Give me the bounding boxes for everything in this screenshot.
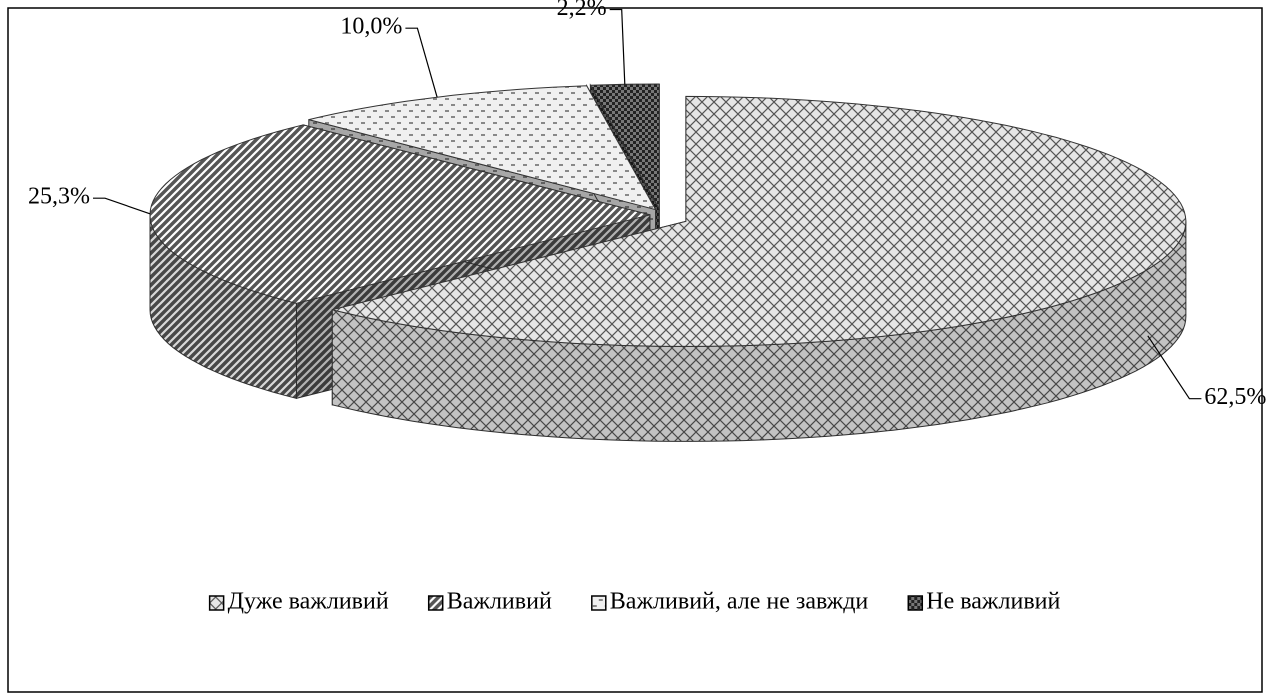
- legend-label: Дуже важливий: [228, 589, 389, 615]
- slice-side-shade: [150, 214, 297, 399]
- legend-item: Дуже важливий: [208, 589, 389, 615]
- data-label: 2,2%: [557, 0, 607, 21]
- legend-swatch: [591, 595, 607, 611]
- legend-item: Важливий: [427, 589, 552, 615]
- legend-swatch: [427, 595, 444, 611]
- data-label: 62,5%: [1204, 384, 1266, 410]
- leader-line: [93, 197, 151, 215]
- legend-item: Важливий, але не завжди: [591, 589, 869, 615]
- legend-label: Не важливий: [926, 589, 1060, 615]
- data-label: 25,3%: [28, 184, 90, 210]
- slice-side-shade: [332, 221, 1186, 442]
- legend-label: Важливий: [447, 589, 552, 615]
- slice: [332, 95, 1187, 347]
- leader-line: [405, 27, 438, 98]
- leader-line: [1147, 335, 1202, 400]
- leader-line: [609, 8, 626, 85]
- legend-swatch: [208, 595, 225, 611]
- legend-swatch: [907, 595, 924, 611]
- legend-label: Важливий, але не завжди: [610, 589, 869, 615]
- data-label: 10,0%: [340, 14, 402, 40]
- legend-item: Не важливий: [907, 589, 1061, 615]
